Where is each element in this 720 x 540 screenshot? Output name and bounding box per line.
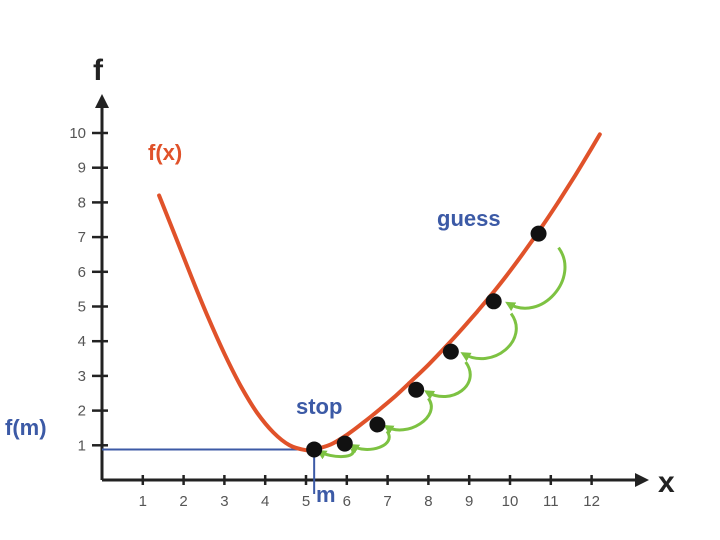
x-tick-label: 9 bbox=[465, 493, 473, 510]
iterate-point bbox=[408, 381, 425, 398]
x-tick-label: 8 bbox=[424, 493, 432, 510]
descent-step-arrow bbox=[505, 246, 567, 312]
y-tick-label: 10 bbox=[69, 125, 86, 142]
guess-label: guess bbox=[437, 206, 501, 231]
x-tick-label: 5 bbox=[302, 493, 310, 510]
y-tick-label: 2 bbox=[78, 403, 86, 420]
function-curve bbox=[157, 132, 602, 453]
iterate-point bbox=[369, 416, 386, 433]
y-tick-label: 1 bbox=[78, 437, 86, 454]
descent-step-arrow bbox=[383, 397, 433, 435]
iterate-point-group bbox=[306, 225, 547, 458]
iterate-point bbox=[442, 343, 459, 360]
y-tick-label: 4 bbox=[78, 333, 86, 350]
min-value-label: f(m) bbox=[5, 415, 47, 440]
y-tick-label: 3 bbox=[78, 368, 86, 385]
stop-label: stop bbox=[296, 394, 342, 419]
x-tick-label: 1 bbox=[139, 493, 147, 510]
iterate-point bbox=[306, 441, 323, 458]
y-tick-label: 8 bbox=[78, 194, 86, 211]
descent-arrow-group bbox=[316, 246, 567, 460]
min-point-label: m bbox=[316, 482, 336, 507]
descent-step-arrow bbox=[348, 430, 391, 454]
x-tick-label: 10 bbox=[502, 493, 519, 510]
x-tick-label: 12 bbox=[583, 493, 600, 510]
descent-step-arrow bbox=[460, 312, 518, 362]
x-tick-label: 6 bbox=[343, 493, 351, 510]
iterate-point bbox=[485, 293, 502, 310]
x-tick-label: 2 bbox=[179, 493, 187, 510]
y-tick-label: 6 bbox=[78, 264, 86, 281]
y-axis-title: f bbox=[93, 54, 104, 87]
x-axis-title: x bbox=[658, 466, 675, 499]
x-tick-label: 3 bbox=[220, 493, 228, 510]
x-tick-group: 1 2 3 4 5 6 7 8 9 10 11 12 bbox=[139, 475, 600, 510]
x-tick-label: 11 bbox=[543, 493, 559, 510]
y-tick-group: 1 2 3 4 5 6 7 8 9 10 bbox=[69, 125, 108, 454]
y-tick-label: 9 bbox=[78, 160, 86, 177]
curve-label: f(x) bbox=[148, 140, 182, 165]
iterate-point bbox=[530, 225, 547, 242]
x-tick-label: 4 bbox=[261, 493, 269, 510]
y-tick-label: 7 bbox=[78, 229, 86, 246]
descent-step-arrow bbox=[316, 447, 355, 460]
x-tick-label: 7 bbox=[383, 493, 391, 510]
iterate-point bbox=[336, 435, 353, 452]
y-tick-label: 5 bbox=[78, 299, 86, 316]
descent-step-arrow bbox=[423, 361, 472, 400]
